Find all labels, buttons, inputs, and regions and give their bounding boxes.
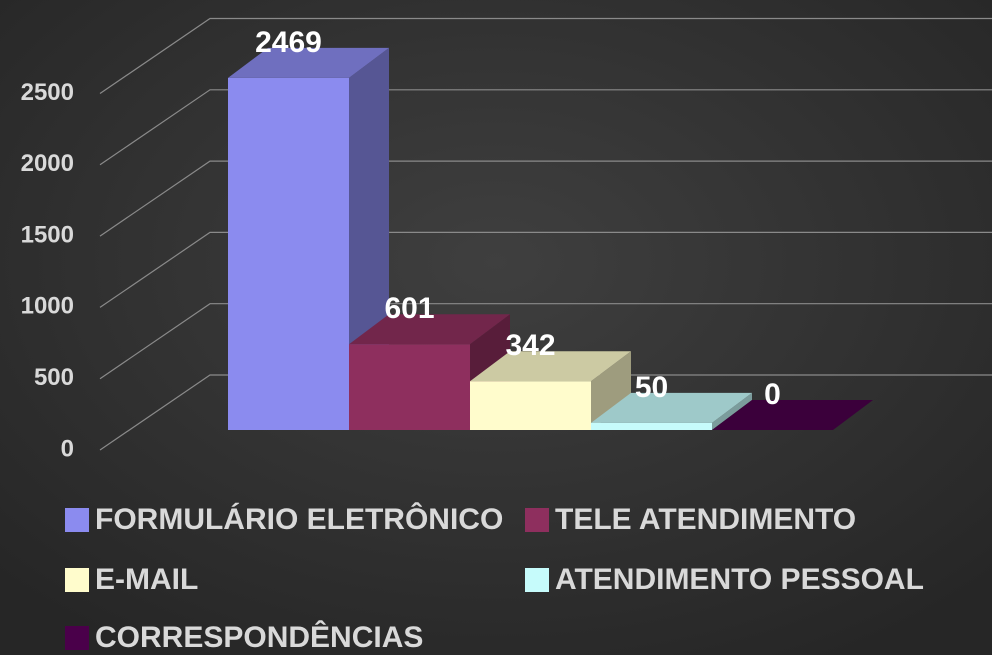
legend-label: TELE ATENDIMENTO xyxy=(555,503,856,536)
bar xyxy=(228,77,349,431)
legend-swatch xyxy=(65,568,89,592)
bar xyxy=(349,344,470,430)
y-tick-label: 2500 xyxy=(21,79,74,106)
grid-line xyxy=(99,160,992,237)
y-tick-label: 500 xyxy=(34,364,74,391)
legend-swatch xyxy=(65,508,89,532)
bar-side xyxy=(591,351,631,430)
value-label: 50 xyxy=(635,371,668,404)
y-tick-label: 2000 xyxy=(21,150,74,177)
legend-label: ATENDIMENTO PESSOAL xyxy=(555,563,924,596)
grid-line xyxy=(99,374,992,451)
legend-swatch xyxy=(525,508,549,532)
bar-top xyxy=(591,392,752,423)
value-label: 342 xyxy=(505,329,555,362)
bar xyxy=(591,422,712,430)
value-label: 0 xyxy=(764,378,781,411)
y-tick-label: 1000 xyxy=(21,293,74,320)
legend-label: E-MAIL xyxy=(95,563,198,596)
bar-top xyxy=(470,351,631,382)
grid-line xyxy=(99,303,992,380)
value-label: 2469 xyxy=(255,26,322,59)
legend-swatch xyxy=(525,568,549,592)
legend-label: FORMULÁRIO ELETRÔNICO xyxy=(95,502,503,536)
grid-line xyxy=(99,17,992,94)
legend-swatch xyxy=(65,626,89,650)
legend-label: CORRESPONDÊNCIAS xyxy=(95,620,423,654)
grid-line xyxy=(99,89,992,166)
value-label: 601 xyxy=(384,292,434,325)
bar-side xyxy=(712,392,752,430)
y-tick-label: 1500 xyxy=(21,221,74,248)
bar-top xyxy=(712,400,873,430)
bar xyxy=(470,381,591,430)
bar-top xyxy=(228,47,389,78)
y-tick-label: 0 xyxy=(61,435,74,462)
bar-top xyxy=(349,314,510,345)
grid-line xyxy=(99,231,992,308)
